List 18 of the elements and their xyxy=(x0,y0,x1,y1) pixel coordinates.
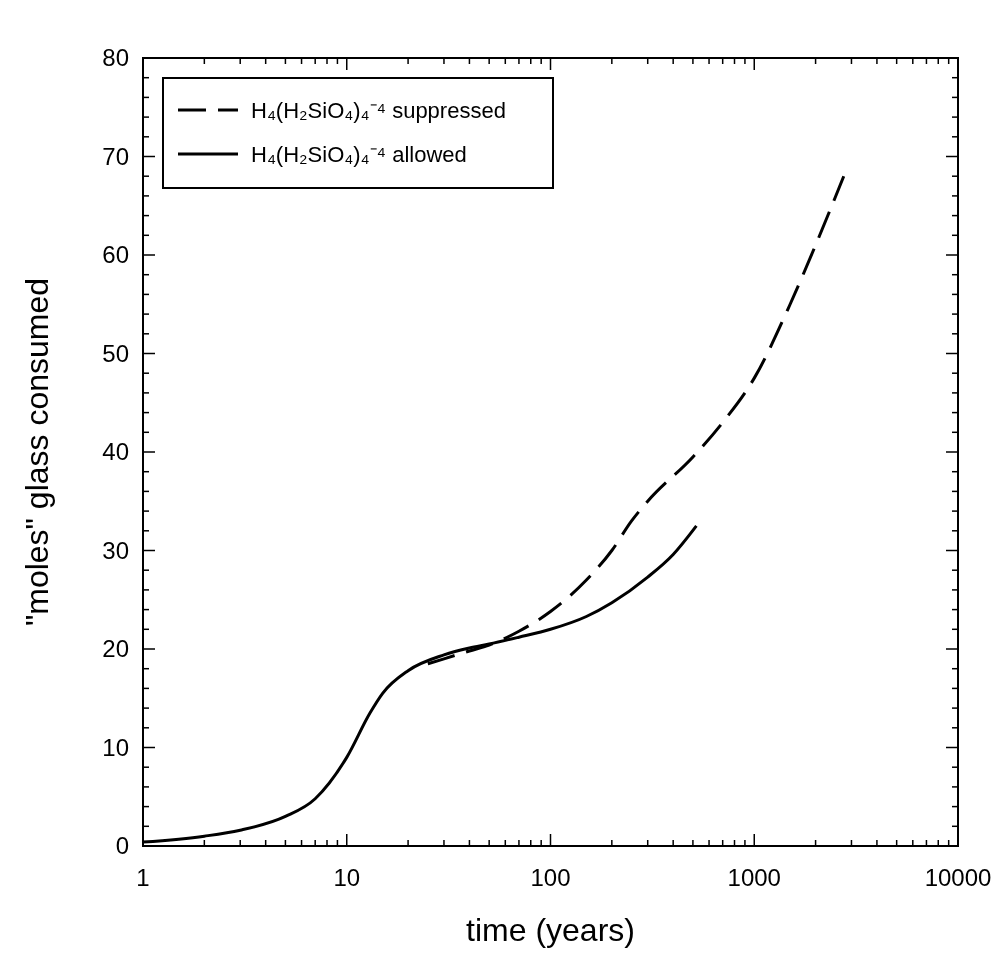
x-tick-label: 1 xyxy=(136,864,150,891)
y-tick-label: 40 xyxy=(102,438,129,465)
y-tick-label: 60 xyxy=(102,241,129,268)
x-tick-label: 100 xyxy=(530,864,571,891)
x-tick-label: 10 xyxy=(333,864,361,891)
y-tick-label: 0 xyxy=(115,832,129,859)
y-tick-label: 20 xyxy=(102,635,129,662)
y-tick-label: 70 xyxy=(102,142,129,170)
x-axis-title: time (years) xyxy=(466,912,635,948)
y-tick-label: 80 xyxy=(102,44,129,71)
legend-label: H₄(H₂SiO₄)₄⁻⁴ suppressed xyxy=(251,98,506,123)
y-tick-label: 10 xyxy=(102,733,129,761)
y-axis-title: "moles" glass consumed xyxy=(19,277,55,627)
x-tick-label: 1000 xyxy=(727,864,781,891)
y-tick-label: 50 xyxy=(102,339,129,367)
x-tick-label: 10000 xyxy=(924,864,992,891)
y-tick-label: 30 xyxy=(102,536,129,564)
legend-label: H₄(H₂SiO₄)₄⁻⁴ allowed xyxy=(251,142,467,167)
